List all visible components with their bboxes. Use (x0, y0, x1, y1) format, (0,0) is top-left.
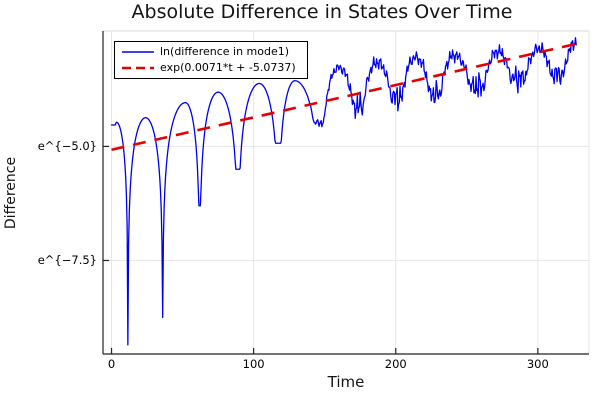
legend-label-fit-line: exp(0.0071*t + -5.0737) (160, 61, 296, 74)
series-line-exp-fit (111, 42, 578, 152)
y-tick-label: e^{−5.0} (37, 139, 97, 154)
blue-line-sample-icon (122, 51, 154, 53)
x-tick-label: 300 (526, 357, 549, 371)
y-tick-label: e^{−7.5} (37, 253, 97, 268)
y-axis-label: Difference (3, 156, 19, 230)
x-tick-label: 0 (107, 357, 116, 371)
chart-title: Absolute Difference in States Over Time (131, 1, 513, 23)
x-axis-label: Time (327, 373, 365, 391)
legend-label-data-series: ln(difference in mode1) (160, 45, 290, 58)
series-line-ln-difference (110, 37, 577, 346)
red-dashed-line-sample-icon (122, 66, 154, 70)
legend-entry-fit-line: exp(0.0071*t + -5.0737) (120, 60, 303, 76)
x-tick-label: 100 (242, 357, 265, 371)
legend-entry-data-series: ln(difference in mode1) (120, 44, 303, 60)
x-tick-label: 200 (384, 357, 407, 371)
legend-box: ln(difference in mode1) exp(0.0071*t + -… (114, 41, 308, 79)
